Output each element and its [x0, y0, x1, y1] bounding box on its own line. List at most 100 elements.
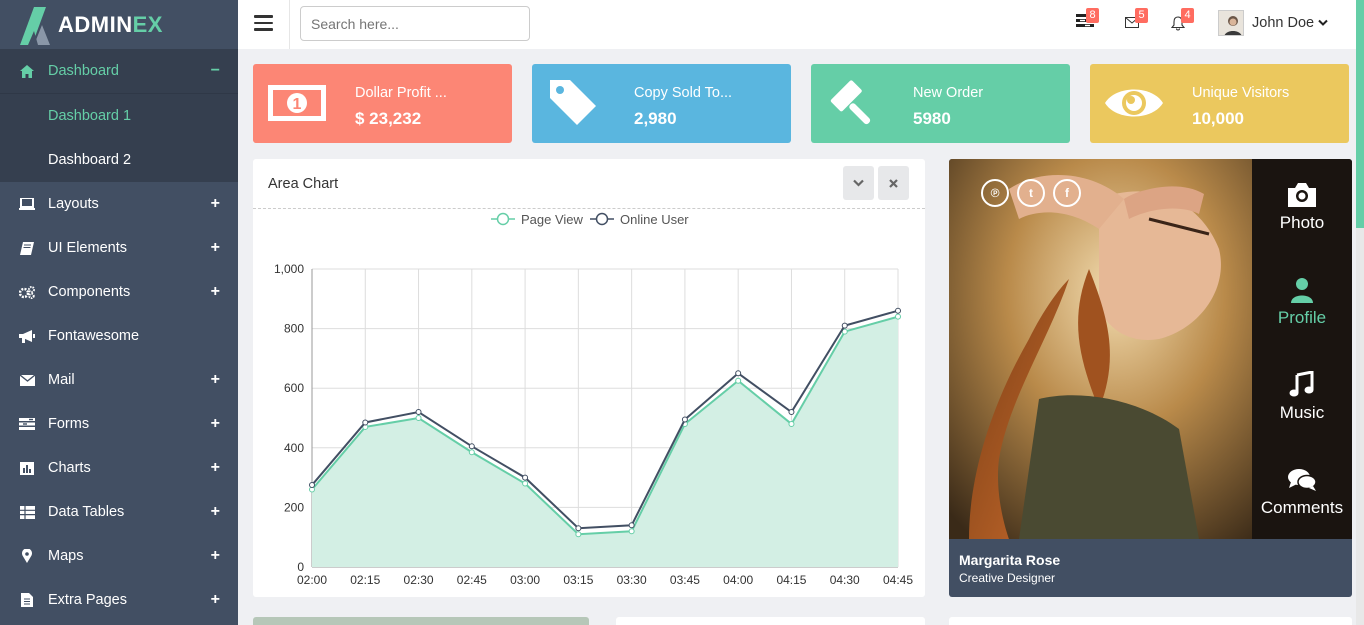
- data-point: [841, 322, 848, 329]
- collapse-button[interactable]: [843, 166, 874, 200]
- facebook-button[interactable]: f: [1053, 179, 1081, 207]
- sidebar-item-label: Dashboard: [48, 63, 119, 79]
- x-tick-label: 04:15: [776, 573, 806, 587]
- sidebar-subitem-dashboard-1[interactable]: Dashboard 1: [48, 108, 132, 124]
- data-point: [735, 370, 742, 377]
- x-tick-label: 03:45: [670, 573, 700, 587]
- sidebar-item-extra-pages[interactable]: Extra Pages +: [0, 578, 238, 622]
- y-tick-label: 800: [284, 322, 304, 336]
- tasks-dropdown[interactable]: 8: [1076, 8, 1099, 32]
- sidebar-item-ui-elements[interactable]: UI Elements +: [0, 226, 238, 270]
- stat-label: Copy Sold To...: [634, 85, 733, 101]
- data-point: [522, 480, 529, 487]
- y-tick-label: 600: [284, 381, 304, 395]
- bar-chart-icon: [18, 461, 36, 475]
- envelope-icon: [18, 373, 36, 387]
- collapse-toggle[interactable]: −: [210, 62, 220, 79]
- data-point: [415, 409, 422, 416]
- profile-card: ℗ t f Photo Profile Music Comments Marga…: [949, 159, 1352, 597]
- stat-value: 10,000: [1192, 109, 1244, 128]
- expand-toggle[interactable]: +: [210, 283, 220, 300]
- pinterest-button[interactable]: ℗: [981, 179, 1009, 207]
- expand-toggle[interactable]: +: [210, 503, 220, 520]
- x-tick-label: 04:45: [883, 573, 913, 587]
- x-tick-label: 04:00: [723, 573, 753, 587]
- expand-toggle[interactable]: +: [210, 547, 220, 564]
- sidebar-item-label: Components: [48, 284, 131, 300]
- expand-toggle[interactable]: +: [210, 459, 220, 476]
- stat-value: $ 23,232: [355, 109, 422, 128]
- user-menu[interactable]: John Doe: [1218, 10, 1328, 36]
- sidebar-item-dashboard[interactable]: Dashboard −: [0, 49, 238, 93]
- notifications-dropdown[interactable]: 4: [1170, 8, 1194, 32]
- search-input[interactable]: [300, 6, 530, 41]
- bottom-panel-2: [616, 617, 925, 625]
- logo[interactable]: ADMINEX: [0, 0, 238, 49]
- area-chart: 0 200 400 600 800 1,000 02:00 02:15 02:30 02:45 03…: [274, 212, 913, 587]
- menu-toggle-icon[interactable]: [254, 15, 273, 31]
- data-point: [788, 409, 795, 416]
- top-header: 8 5 4 John Doe: [238, 0, 1364, 49]
- expand-toggle[interactable]: +: [210, 239, 220, 256]
- map-marker-icon: [18, 549, 36, 563]
- stat-card-profit[interactable]: 1 Dollar Profit ... $ 23,232: [253, 64, 512, 143]
- x-tick-label: 03:15: [563, 573, 593, 587]
- expand-toggle[interactable]: +: [210, 371, 220, 388]
- sidebar-item-data-tables[interactable]: Data Tables +: [0, 490, 238, 534]
- expand-toggle[interactable]: +: [210, 591, 220, 608]
- legend-marker: [496, 212, 510, 226]
- sidebar-item-charts[interactable]: Charts +: [0, 446, 238, 490]
- tab-profile[interactable]: Profile: [1252, 254, 1352, 349]
- sidebar-item-mail[interactable]: Mail +: [0, 358, 238, 402]
- expand-toggle[interactable]: +: [210, 415, 220, 432]
- tab-music[interactable]: Music: [1252, 349, 1352, 444]
- tab-comments[interactable]: Comments: [1252, 444, 1352, 539]
- stat-card-new-order[interactable]: New Order 5980: [811, 64, 1070, 143]
- sidebar-item-forms[interactable]: Forms +: [0, 402, 238, 446]
- tab-photo[interactable]: Photo: [1252, 159, 1352, 254]
- sidebar-item-label: Data Tables: [48, 504, 125, 520]
- close-button[interactable]: [878, 166, 909, 200]
- stat-card-unique-visitors[interactable]: Unique Visitors 10,000: [1090, 64, 1349, 143]
- sidebar-subitem-dashboard-2[interactable]: Dashboard 2: [48, 152, 132, 168]
- data-point: [681, 416, 688, 423]
- bottom-panel-1: [253, 617, 589, 625]
- twitter-button[interactable]: t: [1017, 179, 1045, 207]
- mail-dropdown[interactable]: 5: [1125, 8, 1148, 32]
- x-tick-label: 02:00: [297, 573, 327, 587]
- sidebar-item-maps[interactable]: Maps +: [0, 534, 238, 578]
- sidebar-item-label: Charts: [48, 460, 91, 476]
- data-point: [575, 525, 582, 532]
- sidebar-item-label: Mail: [48, 372, 75, 388]
- profile-tabs: Photo Profile Music Comments: [1252, 159, 1352, 539]
- data-point: [522, 474, 529, 481]
- avatar: [1218, 10, 1244, 36]
- dashboard-submenu: Dashboard 1 Dashboard 2: [0, 93, 238, 182]
- logo-mark-icon: [20, 6, 50, 45]
- data-point: [895, 307, 901, 314]
- expand-toggle[interactable]: +: [210, 195, 220, 212]
- tab-label: Profile: [1277, 307, 1327, 327]
- y-tick-label: 200: [284, 500, 304, 514]
- y-tick-label: 400: [284, 441, 304, 455]
- legend-marker: [595, 212, 609, 226]
- sidebar-item-label: Forms: [48, 416, 90, 432]
- sidebar-item-fontawesome[interactable]: Fontawesome: [0, 314, 238, 358]
- sidebar-item-components[interactable]: Components +: [0, 270, 238, 314]
- data-point: [575, 531, 582, 538]
- user-icon: [1291, 277, 1313, 303]
- bullhorn-icon: [18, 329, 36, 343]
- data-point: [309, 482, 315, 489]
- home-icon: [18, 64, 36, 78]
- scrollbar-track[interactable]: [1356, 0, 1364, 625]
- data-point: [362, 419, 369, 426]
- sidebar-item-layouts[interactable]: Layouts +: [0, 182, 238, 226]
- twitter-icon: t: [1029, 186, 1033, 200]
- sidebar-item-label: UI Elements: [48, 240, 127, 256]
- area-chart-panel: Area Chart 0 200 400 600 800 1,000 02:00 02:15 0…: [253, 159, 925, 597]
- money-icon: 1: [268, 85, 326, 121]
- series-line-page-view: [311, 315, 899, 536]
- scrollbar-thumb[interactable]: [1356, 0, 1364, 228]
- stat-card-copies-sold[interactable]: Copy Sold To... 2,980: [532, 64, 791, 143]
- chevron-down-icon: [1318, 19, 1328, 26]
